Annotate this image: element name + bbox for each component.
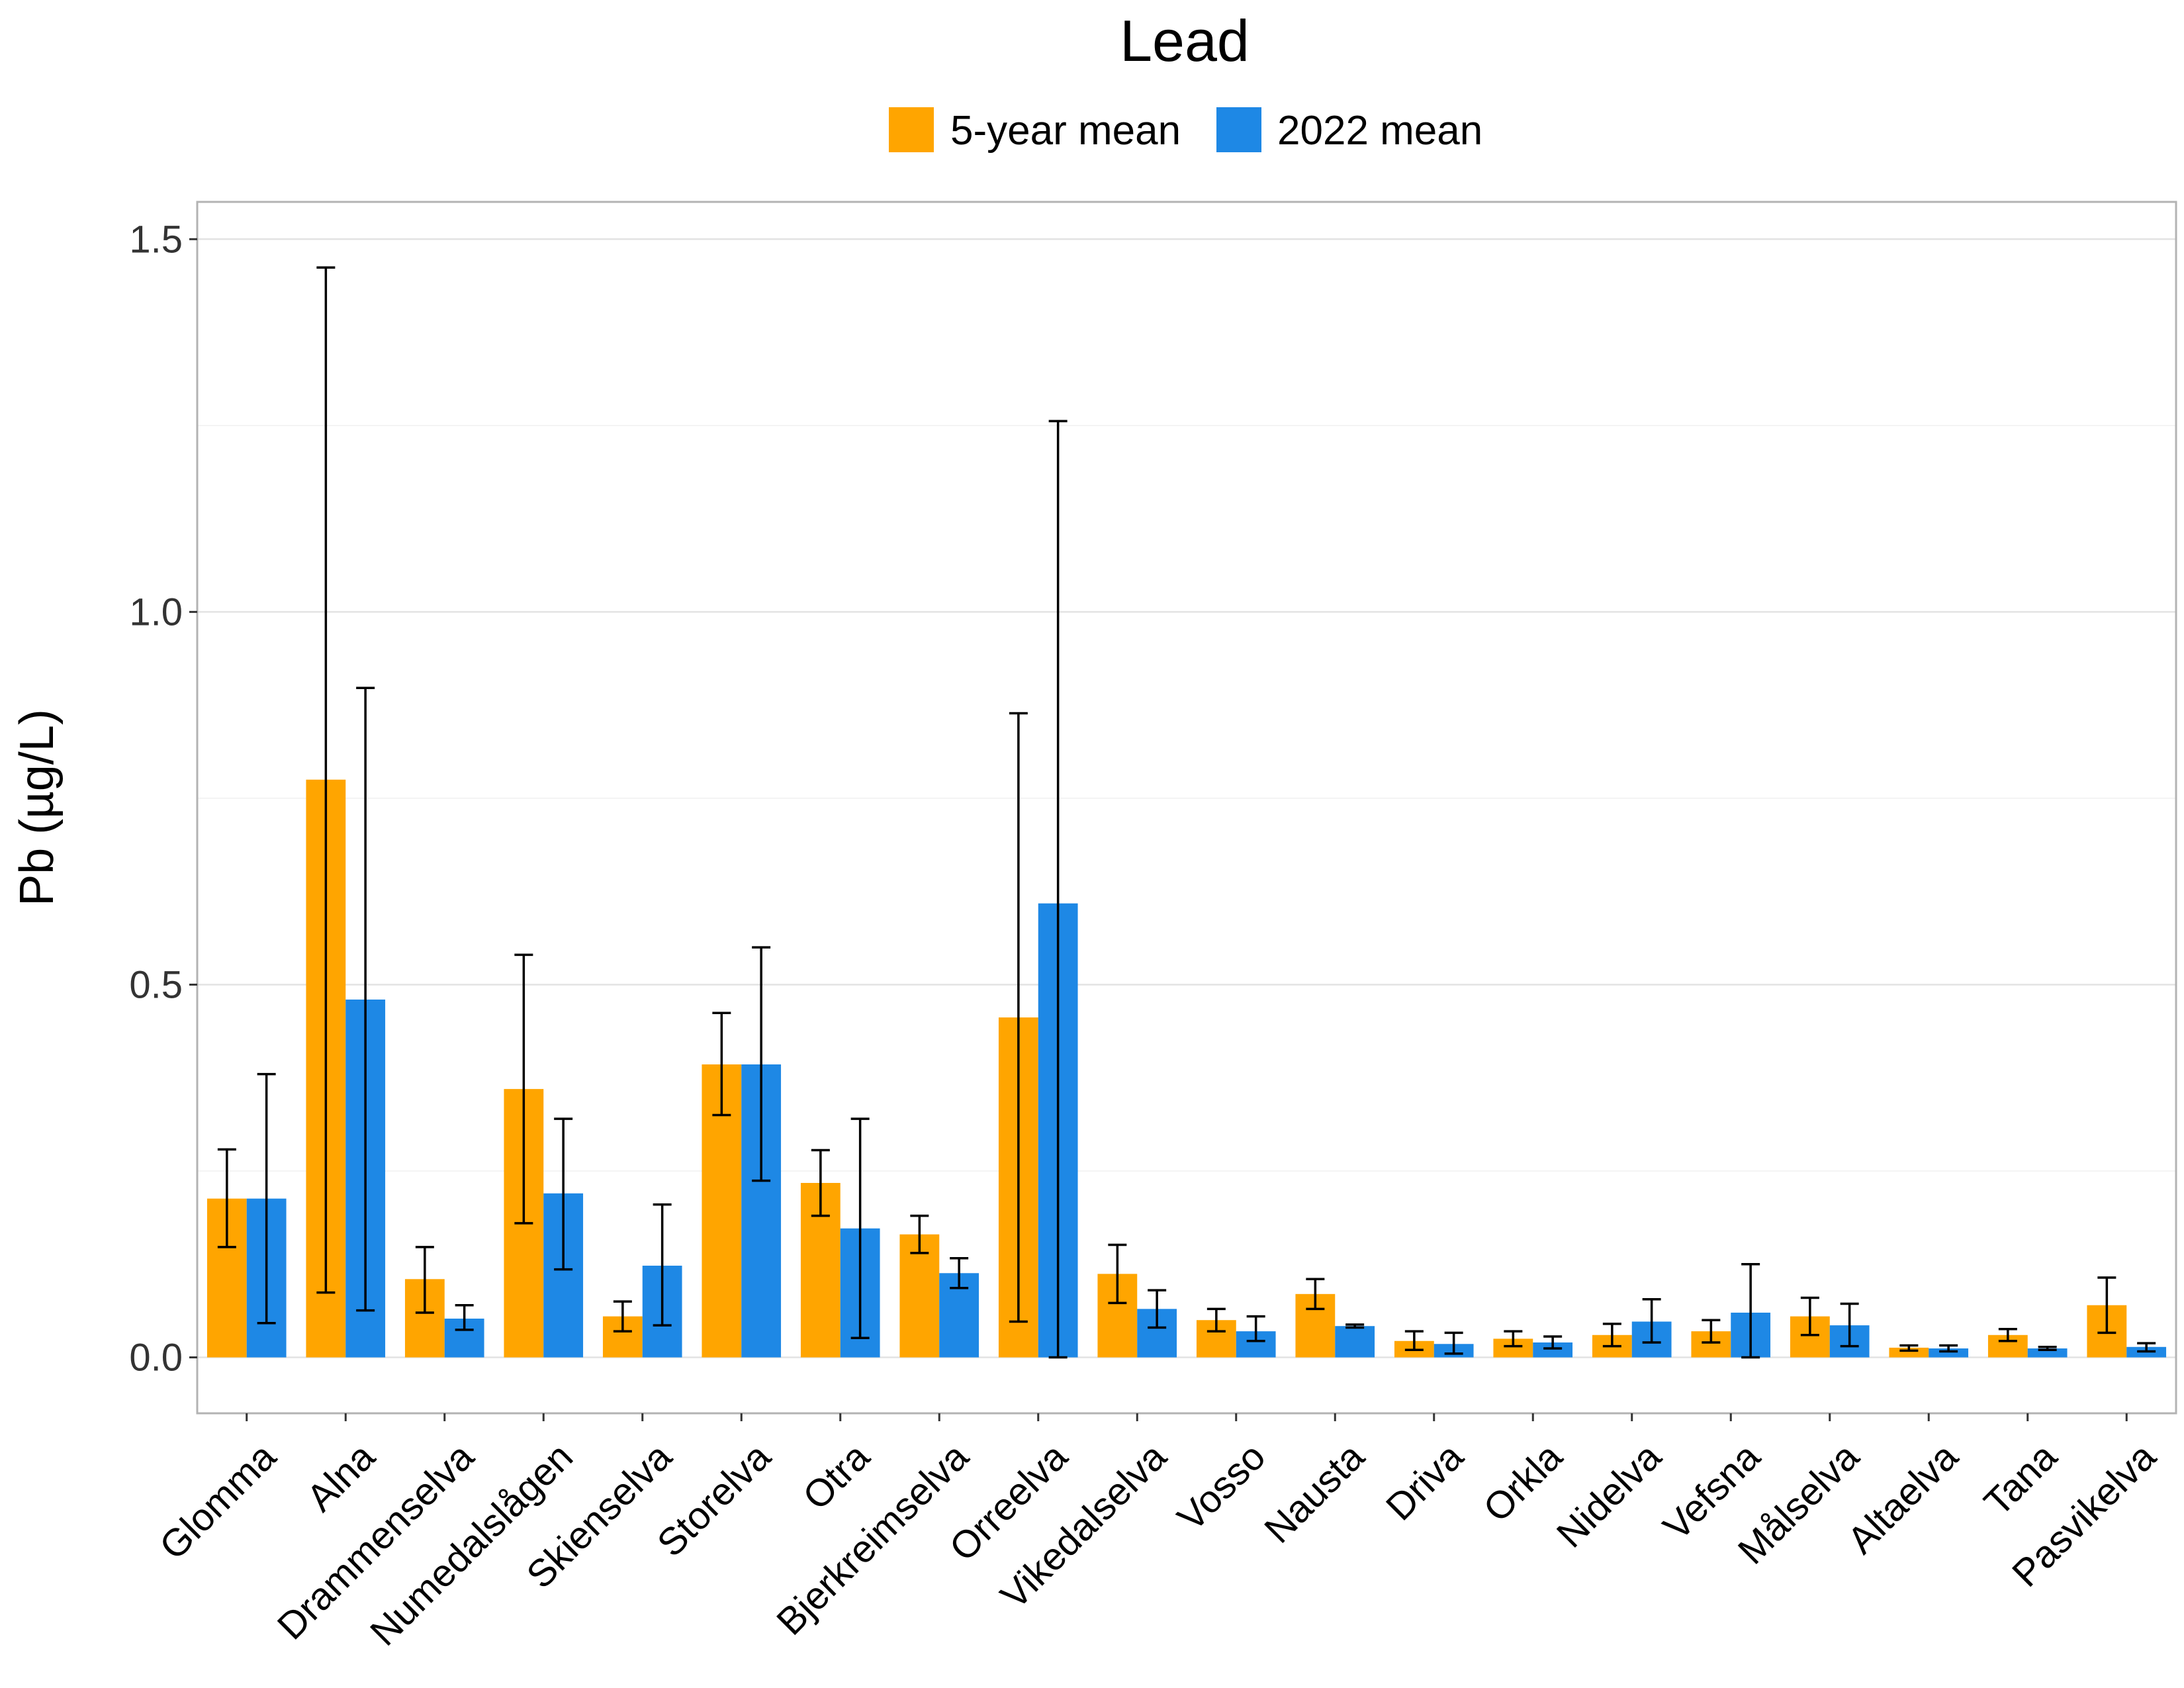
error-bar-2022-mean-altaelva [1939,1344,1958,1353]
error-bar-5-year-mean-vefsna [1702,1319,1721,1344]
error-bar-5-year-mean-tana [1998,1327,2017,1342]
error-bar-5-year-mean-otra [811,1149,830,1217]
x-tick-label-otra: Otra [795,1434,878,1518]
legend-swatch-5-year-mean [889,107,934,152]
x-tick-label-nausta: Nausta [1256,1434,1373,1551]
error-bar-2022-mean-alna [356,686,375,1312]
error-bar-5-year-mean-vosso [1206,1307,1226,1333]
error-bar-2022-mean-numedalslågen [554,1117,573,1271]
bar-2022-mean-orkla [1533,1342,1573,1358]
error-bar-5-year-mean-drammenselva [415,1246,434,1314]
error-bar-5-year-mean-målselva [1800,1296,1819,1336]
y-axis: 0.0 0.5 1.0 1.5 [129,218,197,1380]
bar-2022-mean-tana [2027,1348,2068,1358]
bar-5-year-mean-bjerkreimselva [899,1234,940,1358]
legend-label-2022-mean: 2022 mean [1277,108,1482,154]
error-bar-2022-mean-vefsna [1741,1263,1760,1359]
bar-5-year-mean-altaelva [1889,1347,1929,1358]
error-bar-2022-mean-orreelva [1048,420,1068,1359]
error-bar-2022-mean-målselva [1840,1302,1859,1348]
error-bar-2022-mean-skienselva [653,1203,672,1327]
x-axis: Glomma AlnaDrammenselvaNumedalslågenSkien… [152,1413,2164,1654]
plot-panel-border [196,201,2177,1415]
error-bar-2022-mean-driva [1444,1331,1463,1355]
y-tick-label: 0.5 [129,963,183,1006]
error-bar-5-year-mean-orreelva [1009,712,1028,1323]
error-bar-2022-mean-pasvikelva [2137,1342,2156,1353]
y-tick-label: 0.0 [129,1336,183,1380]
error-bar-5-year-mean-alna [316,266,336,1294]
error-bars [217,266,2156,1359]
error-bar-5-year-mean-bjerkreimselva [910,1214,929,1254]
error-bar-5-year-mean-storelva [712,1011,731,1117]
y-tick-label: 1.5 [129,218,183,261]
error-bar-2022-mean-vikedalselva [1148,1289,1167,1329]
error-bar-5-year-mean-pasvikelva [2097,1276,2116,1335]
error-bar-5-year-mean-skienselva [613,1300,632,1333]
x-tick-label-nidelva: Nidelva [1549,1434,1670,1556]
error-bar-5-year-mean-numedalslågen [514,953,533,1225]
legend-label-5-year-mean: 5-year mean [950,108,1181,154]
error-bar-5-year-mean-altaelva [1899,1344,1919,1352]
error-bar-5-year-mean-glomma [217,1148,236,1248]
error-bar-2022-mean-glomma [257,1072,276,1325]
chart-title: Lead [1120,8,1250,73]
error-bar-5-year-mean-nausta [1306,1278,1325,1311]
legend-swatch-2022-mean [1216,107,1261,152]
error-bar-2022-mean-storelva [752,946,771,1182]
x-tick-label-altaelva: Altaelva [1839,1434,1966,1562]
bar-2022-mean-nausta [1335,1326,1375,1358]
x-tick-label-driva: Driva [1378,1434,1472,1528]
error-bar-5-year-mean-vikedalselva [1108,1243,1127,1305]
error-bar-2022-mean-drammenselva [455,1303,474,1331]
bars [206,779,2167,1358]
error-bar-2022-mean-orkla [1543,1335,1563,1350]
error-bar-2022-mean-otra [850,1117,870,1340]
error-bar-2022-mean-nausta [1345,1323,1365,1329]
x-tick-label-tana: Tana [1976,1434,2066,1524]
error-bar-5-year-mean-driva [1404,1330,1424,1352]
y-axis-label: Pb (µg/L) [11,709,64,906]
error-bar-5-year-mean-orkla [1504,1330,1523,1348]
error-bar-2022-mean-tana [2038,1346,2057,1352]
grid-lines [197,238,2176,1358]
x-tick-label-alna: Alna [298,1434,384,1520]
y-tick-label: 1.0 [129,590,183,633]
error-bar-2022-mean-bjerkreimselva [950,1257,969,1289]
error-bar-2022-mean-nidelva [1642,1297,1661,1344]
error-bar-5-year-mean-nidelva [1602,1323,1621,1348]
bar-2022-mean-altaelva [1929,1348,1969,1358]
legend: 5-year mean 2022 mean [889,107,1482,154]
x-tick-label-orkla: Orkla [1475,1434,1570,1530]
error-bar-2022-mean-vosso [1246,1315,1265,1342]
x-tick-label-glomma: Glomma [152,1434,285,1568]
